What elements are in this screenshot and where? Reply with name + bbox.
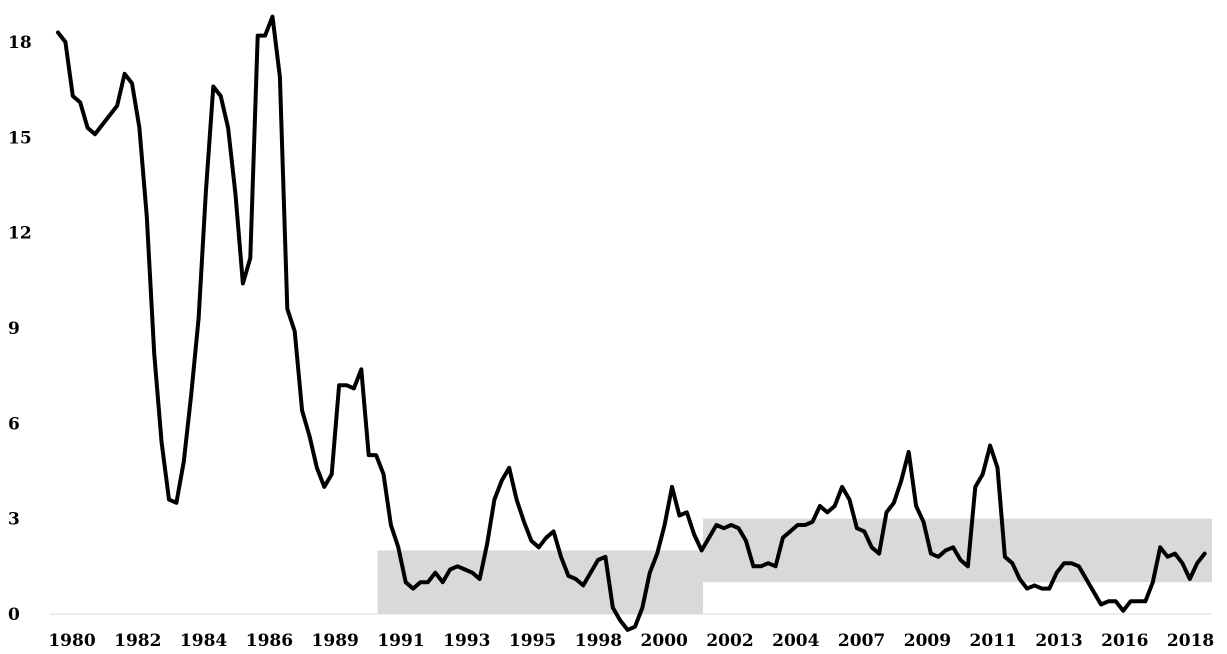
x-tick-label: 2009: [904, 631, 951, 651]
y-tick-label: 18: [8, 33, 32, 53]
x-tick-label: 2013: [1035, 631, 1082, 651]
y-tick-label: 15: [8, 128, 32, 148]
x-tick-label: 1989: [312, 631, 359, 651]
x-tick-label: 1998: [575, 631, 622, 651]
shaded-bands: [377, 518, 1212, 614]
x-tick-label: 1982: [114, 631, 161, 651]
y-tick-label: 12: [8, 224, 32, 244]
x-tick-label: 2002: [706, 631, 753, 651]
y-axis-ticks: 0 3 6 9 12 15 18: [8, 33, 32, 625]
y-tick-label: 6: [8, 414, 20, 434]
y-tick-label: 3: [8, 510, 20, 530]
x-tick-label: 1984: [180, 631, 227, 651]
y-tick-label: 9: [8, 319, 20, 339]
x-axis-ticks: 1980 1982 1984 1986 1989 1991 1993 1995 1998 2000…: [48, 631, 1214, 651]
x-tick-label: 2004: [772, 631, 819, 651]
shaded-band-2: [703, 518, 1212, 583]
x-tick-label: 2016: [1101, 631, 1148, 651]
x-tick-label: 2018: [1167, 631, 1214, 651]
y-tick-label: 0: [8, 605, 20, 625]
x-tick-label: 2011: [970, 631, 1017, 651]
x-tick-label: 2007: [838, 631, 885, 651]
x-tick-label: 1991: [377, 631, 424, 651]
x-tick-label: 1995: [509, 631, 556, 651]
x-tick-label: 1980: [48, 631, 95, 651]
x-tick-label: 1986: [246, 631, 293, 651]
series-line: [56, 14, 1207, 632]
x-tick-label: 1993: [443, 631, 490, 651]
x-tick-label: 2000: [641, 631, 688, 651]
